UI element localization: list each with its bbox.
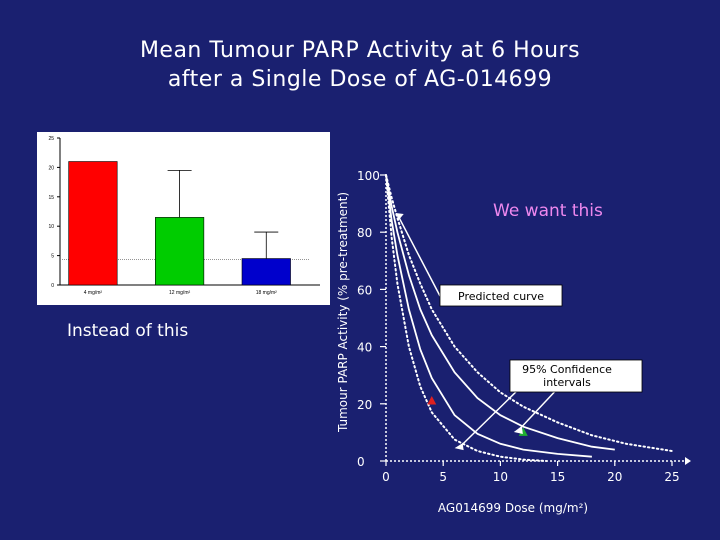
confidence-interval-curve xyxy=(385,174,673,452)
predicted-curve-arrow xyxy=(397,214,441,297)
main-y-tick-label: 0 xyxy=(357,455,365,469)
main-y-tick-label: 60 xyxy=(357,283,372,297)
title-line-2: after a Single Dose of AG-014699 xyxy=(167,67,553,92)
small-category-label: 12 mg/m² xyxy=(169,290,190,296)
confidence-arrow-1 xyxy=(458,385,523,449)
confidence-label-line-2: intervals xyxy=(543,376,591,389)
slide-title: Mean Tumour PARP Activity at 6 Hours aft… xyxy=(0,36,720,94)
small-y-tick-label: 25 xyxy=(48,136,54,142)
main-x-tick-label: 20 xyxy=(607,470,622,484)
main-x-tick-label: 15 xyxy=(550,470,565,484)
main-y-tick-label: 40 xyxy=(357,341,372,355)
main-x-tick-label: 25 xyxy=(664,470,679,484)
confidence-label-line-1: 95% Confidence xyxy=(522,363,612,376)
predicted-curve-label: Predicted curve xyxy=(458,290,544,303)
main-x-tick-label: 5 xyxy=(439,470,447,484)
confidence-box xyxy=(509,359,643,393)
small-y-tick-label: 20 xyxy=(48,165,54,171)
x-axis-label: AG014699 Dose (mg/m²) xyxy=(438,501,588,515)
small-bar xyxy=(68,161,118,286)
small-bar xyxy=(241,258,291,286)
predicted-curve-arrowhead xyxy=(395,213,404,221)
main-x-axis-arrow xyxy=(685,457,691,465)
confidence-interval-curve xyxy=(385,174,548,462)
main-x-tick-label: 10 xyxy=(493,470,508,484)
caption-want: We want this xyxy=(493,201,603,221)
y-axis-label: Tumour PARP Activity (% pre-treatment) xyxy=(336,192,350,433)
confidence-arrowhead-1 xyxy=(454,443,464,451)
main-y-tick-label: 20 xyxy=(357,398,372,412)
small-category-label: 4 mg/m² xyxy=(84,290,103,296)
main-y-tick-label: 100 xyxy=(357,169,380,183)
caption-instead: Instead of this xyxy=(67,321,188,341)
main-x-tick-label: 0 xyxy=(382,470,390,484)
small-category-label: 18 mg/m² xyxy=(256,290,277,296)
observed-point-marker xyxy=(518,427,528,436)
main-y-tick-label: 80 xyxy=(357,226,372,240)
predicted-curve xyxy=(385,174,615,451)
confidence-label: 95% Confidence intervals xyxy=(522,363,612,389)
small-y-tick-label: 5 xyxy=(51,254,54,260)
small-y-tick-label: 0 xyxy=(51,283,54,289)
main-line-chart: Tumour PARP Activity (% pre-treatment) 0… xyxy=(336,169,691,515)
observed-point-marker xyxy=(427,395,437,405)
predicted-curve xyxy=(385,174,592,458)
confidence-arrowhead-2 xyxy=(513,425,523,434)
small-bar-chart: 0 5 10 15 20 25 4 mg/m² 12 mg/m² 18 mg/m² xyxy=(37,132,330,305)
title-line-1: Mean Tumour PARP Activity at 6 Hours xyxy=(139,38,581,63)
small-y-tick-label: 15 xyxy=(48,195,54,201)
predicted-curve-box xyxy=(439,284,563,307)
confidence-arrow-2 xyxy=(517,385,561,432)
small-y-tick-label: 10 xyxy=(48,224,54,230)
small-bar xyxy=(155,217,205,286)
